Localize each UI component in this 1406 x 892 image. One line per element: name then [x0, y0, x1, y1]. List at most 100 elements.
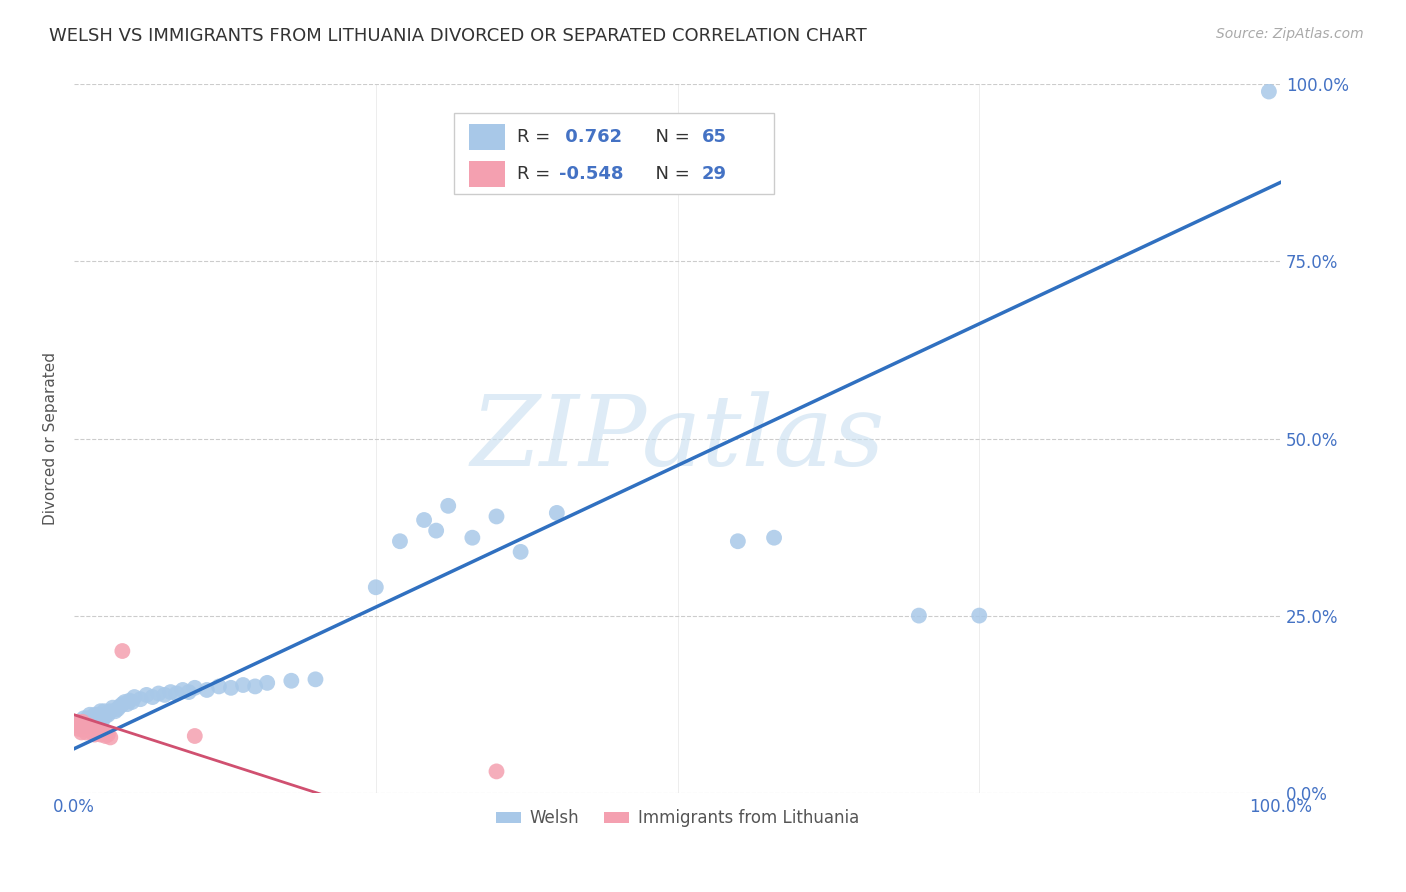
- Point: [90, 704, 112, 718]
- Point: [437, 499, 460, 513]
- Point: [413, 513, 436, 527]
- Point: [425, 524, 447, 538]
- Point: [148, 686, 170, 700]
- Point: [72, 714, 94, 729]
- Point: [67, 722, 90, 736]
- Point: [97, 707, 120, 722]
- Point: [73, 711, 96, 725]
- Point: [66, 718, 89, 732]
- Point: [73, 722, 96, 736]
- Point: [97, 728, 120, 742]
- Point: [485, 509, 508, 524]
- Point: [114, 695, 136, 709]
- Point: [89, 711, 111, 725]
- Text: R =: R =: [517, 128, 555, 146]
- Legend: Welsh, Immigrants from Lithuania: Welsh, Immigrants from Lithuania: [489, 803, 866, 834]
- Point: [124, 690, 146, 704]
- Point: [75, 714, 97, 729]
- Point: [70, 725, 93, 739]
- Point: [129, 692, 152, 706]
- Text: 65: 65: [702, 128, 727, 146]
- Point: [91, 725, 114, 739]
- Point: [546, 506, 568, 520]
- Point: [76, 711, 98, 725]
- Point: [172, 683, 194, 698]
- Y-axis label: Divorced or Separated: Divorced or Separated: [44, 352, 58, 525]
- Point: [84, 711, 107, 725]
- Point: [141, 690, 163, 704]
- Point: [135, 688, 157, 702]
- Point: [908, 608, 931, 623]
- Point: [77, 718, 100, 732]
- Point: [364, 580, 387, 594]
- Point: [177, 685, 200, 699]
- Point: [219, 681, 242, 695]
- Point: [166, 686, 188, 700]
- Text: Source: ZipAtlas.com: Source: ZipAtlas.com: [1216, 27, 1364, 41]
- Point: [104, 704, 127, 718]
- Point: [79, 723, 101, 738]
- Point: [184, 681, 207, 695]
- Text: WELSH VS IMMIGRANTS FROM LITHUANIA DIVORCED OR SEPARATED CORRELATION CHART: WELSH VS IMMIGRANTS FROM LITHUANIA DIVOR…: [49, 27, 868, 45]
- Point: [256, 676, 278, 690]
- Point: [763, 531, 786, 545]
- Text: ZIPatlas: ZIPatlas: [470, 391, 884, 486]
- Point: [65, 718, 87, 732]
- Point: [82, 725, 104, 739]
- Point: [94, 709, 117, 723]
- Point: [83, 728, 105, 742]
- Point: [90, 714, 112, 729]
- Text: -0.548: -0.548: [560, 165, 624, 183]
- Point: [87, 723, 110, 738]
- Point: [208, 680, 231, 694]
- Point: [195, 683, 218, 698]
- Point: [101, 700, 124, 714]
- Point: [69, 714, 91, 729]
- Point: [86, 725, 108, 739]
- Point: [93, 704, 115, 718]
- Point: [84, 722, 107, 736]
- Point: [98, 731, 121, 745]
- Text: N =: N =: [644, 165, 695, 183]
- Point: [727, 534, 749, 549]
- Point: [91, 707, 114, 722]
- Point: [304, 673, 326, 687]
- Point: [94, 729, 117, 743]
- Point: [153, 688, 176, 702]
- FancyBboxPatch shape: [468, 161, 505, 187]
- Point: [1257, 85, 1279, 99]
- Point: [111, 644, 134, 658]
- Point: [72, 714, 94, 729]
- Point: [107, 702, 129, 716]
- Point: [115, 697, 138, 711]
- Point: [75, 725, 97, 739]
- Point: [232, 678, 254, 692]
- Point: [79, 707, 101, 722]
- Point: [967, 608, 990, 623]
- Text: N =: N =: [644, 128, 695, 146]
- Point: [70, 718, 93, 732]
- Point: [90, 728, 112, 742]
- Point: [108, 699, 131, 714]
- Point: [66, 714, 89, 729]
- Point: [184, 729, 207, 743]
- Point: [82, 723, 104, 738]
- Point: [87, 707, 110, 722]
- Point: [111, 697, 134, 711]
- Point: [80, 721, 103, 735]
- Point: [159, 685, 181, 699]
- Point: [388, 534, 411, 549]
- Point: [243, 680, 266, 694]
- Point: [73, 718, 96, 732]
- Point: [98, 704, 121, 718]
- Point: [83, 707, 105, 722]
- Text: R =: R =: [517, 165, 555, 183]
- Point: [485, 764, 508, 779]
- Point: [121, 695, 143, 709]
- Point: [82, 718, 104, 732]
- Point: [77, 718, 100, 732]
- Point: [509, 545, 531, 559]
- Point: [118, 693, 141, 707]
- Point: [73, 718, 96, 732]
- Point: [76, 722, 98, 736]
